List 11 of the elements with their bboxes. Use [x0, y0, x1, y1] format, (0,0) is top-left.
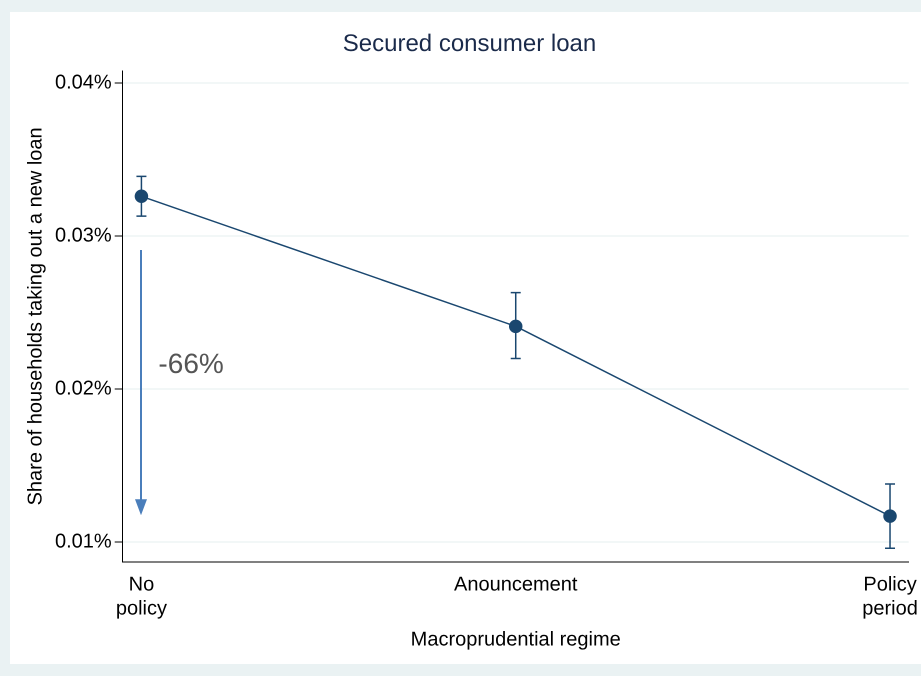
x-tick-label: No policy	[116, 574, 167, 620]
y-tick-label: 0.03%	[54, 224, 112, 247]
y-tick-label: 0.02%	[54, 378, 112, 400]
y-tick-label: 0.04%	[54, 72, 112, 94]
annotation: -66%	[158, 348, 224, 380]
y-tick-label: 0.01%	[54, 530, 112, 553]
chart-title: Secured consumer loan	[342, 30, 596, 58]
x-axis-title: Macroprudential regime	[410, 628, 621, 651]
y-axis-title: Share of households taking out a new loan	[24, 127, 47, 506]
x-tick-label: Anouncement	[454, 574, 578, 596]
x-tick-label: Policy period	[862, 574, 918, 620]
